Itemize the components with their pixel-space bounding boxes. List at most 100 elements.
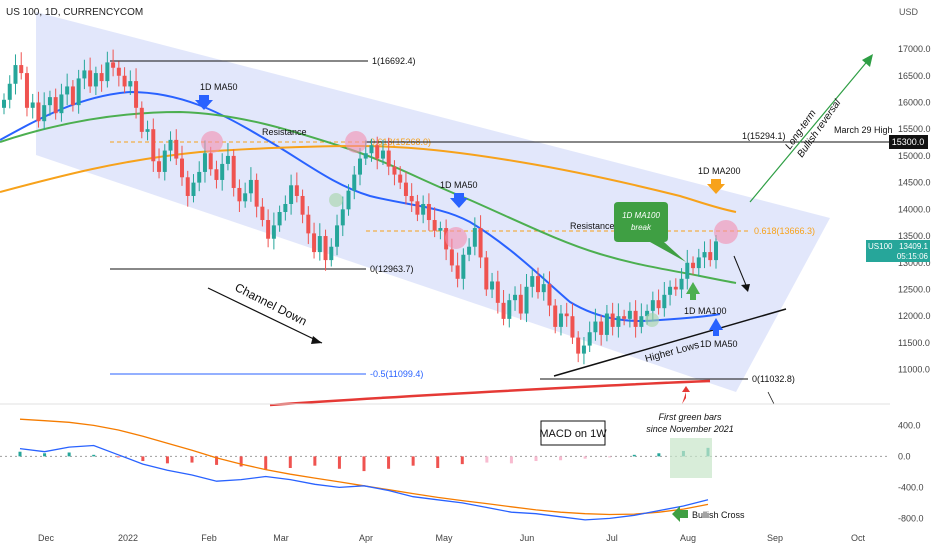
candle-body [128, 81, 133, 87]
price-axis[interactable]: 17000.0 16500.0 16000.0 15500.0 15000.0 14500… [898, 44, 931, 375]
time-tick-label: May [435, 533, 453, 543]
candle-body [70, 86, 75, 106]
candle-body [421, 203, 426, 215]
macd-histogram-bar [411, 456, 415, 466]
candle-body [398, 174, 403, 183]
candle-body [151, 129, 156, 162]
macd-histogram-bar [534, 456, 538, 462]
candle-body [111, 62, 116, 68]
candle-body [271, 225, 276, 239]
candle-body [231, 155, 236, 188]
candle-body [306, 214, 311, 234]
candle-body [122, 75, 127, 87]
macd-histogram-bar [43, 453, 47, 457]
candle-body [708, 252, 713, 261]
candle-body [88, 70, 93, 87]
candle-body [300, 195, 305, 215]
candle-body [243, 193, 248, 202]
candle-body [478, 228, 483, 258]
red-up-arrow [682, 386, 690, 404]
candle-body [426, 203, 431, 221]
ma100-break-text: 1D MA100 [622, 211, 660, 220]
candle-body [633, 310, 638, 327]
candle-body [553, 305, 558, 327]
macd-histogram-bar [559, 456, 563, 461]
macd-histogram-bar [583, 456, 587, 459]
candle-body [99, 73, 104, 82]
candle-body [59, 94, 64, 114]
ma200-arrow [707, 179, 725, 194]
macd-histogram-bar [264, 456, 268, 470]
time-tick-label: Aug [680, 533, 696, 543]
macd-tick-label: 400.0 [898, 420, 921, 430]
candle-body [467, 246, 472, 255]
macd-histogram-bar [67, 452, 71, 457]
time-tick-label: Feb [201, 533, 217, 543]
macd-histogram-bar [116, 456, 120, 458]
candle-body [507, 300, 512, 319]
macd-histogram-bar [657, 453, 661, 457]
chart-title: US 100, 1D, CURRENCYCOM [6, 7, 143, 18]
ma100-break-callout [614, 202, 686, 262]
resistance-label-b: Resistance [570, 221, 615, 231]
bullish-reversal-arrow-head [862, 54, 873, 67]
first-green-bars-highlight [670, 438, 712, 478]
candle-body [696, 257, 701, 269]
last-price-badge [866, 240, 930, 262]
candle-body [116, 67, 121, 76]
macd-histogram-bar [215, 456, 219, 465]
macd-title: MACD on 1W [539, 428, 607, 440]
ma200-line [0, 144, 737, 213]
price-tick-label: 14500.0 [898, 178, 931, 188]
time-tick-label: Sep [767, 533, 783, 543]
candle-body [53, 97, 58, 114]
channel-arrow-line [207, 287, 323, 344]
time-axis[interactable]: Dec 2022 Feb Mar Apr May Jun Jul Aug Sep Oct [38, 533, 866, 543]
macd-histogram-bar [141, 456, 145, 462]
macd-histogram-bar [485, 456, 489, 463]
candle-body [162, 150, 167, 172]
time-tick-label: Dec [38, 533, 55, 543]
candle-body [289, 185, 294, 204]
ma50-label-b: 1D MA50 [440, 180, 478, 190]
candle-body [174, 139, 179, 159]
ma50-arrow-c [709, 318, 723, 336]
resistance-touch-4 [714, 220, 738, 244]
candle-body [610, 313, 615, 327]
candle-body [490, 281, 495, 290]
candle-body [484, 257, 489, 290]
macd-histogram-bar [509, 456, 513, 464]
ma50-arrow-a [195, 95, 213, 110]
macd-histogram-bar [313, 456, 317, 466]
candle-body [622, 316, 627, 319]
candle-body [656, 300, 661, 309]
level-label-fib-618-b: 0.618(13666.3) [754, 226, 815, 236]
channel-arrow-head [311, 336, 322, 344]
ma200-label: 1D MA200 [698, 166, 741, 176]
candle-body [386, 150, 391, 167]
candle-body [220, 163, 225, 180]
support-touch-2 [645, 313, 659, 327]
candle-body [449, 249, 454, 266]
candle-body [47, 97, 52, 106]
candle-body [455, 265, 460, 279]
candle-body [570, 316, 575, 338]
candle-body [639, 316, 644, 327]
ma100-line [0, 110, 737, 284]
candle-body [329, 246, 334, 261]
price-tick-label: 16000.0 [898, 97, 931, 107]
macd-histogram-bar [387, 456, 391, 469]
red-support-line [269, 379, 711, 407]
candle-body [495, 281, 500, 303]
macd-note-2: since November 2021 [646, 424, 734, 434]
candle-body [593, 321, 598, 333]
ma50-label-c: 1D MA50 [700, 339, 738, 349]
time-tick-label: 2022 [118, 533, 138, 543]
candle-body [2, 99, 6, 108]
macd-histogram-bar [436, 456, 440, 468]
candle-body [409, 195, 414, 202]
ma100-arrow [686, 282, 700, 300]
candle-body [564, 313, 569, 317]
candle-body [134, 81, 139, 108]
